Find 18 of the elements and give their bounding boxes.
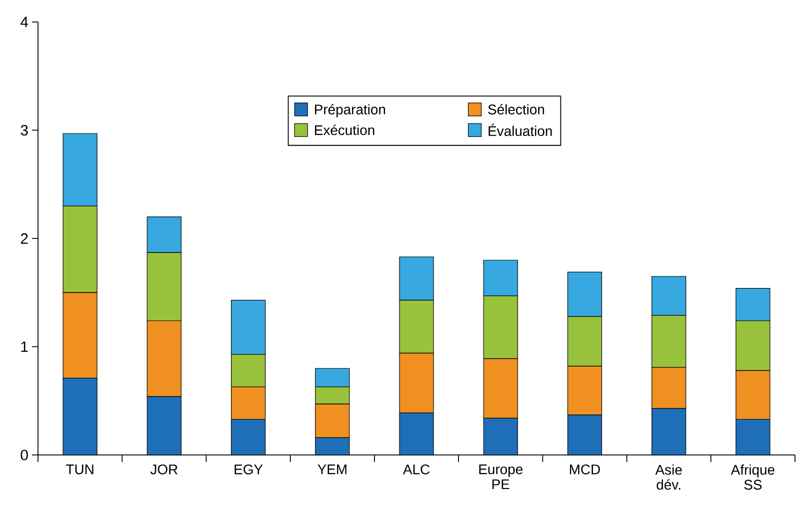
legend-label: Évaluation xyxy=(488,124,552,136)
x-tick-label: MCD xyxy=(570,464,600,474)
x-tick-label: YEM xyxy=(318,464,346,474)
y-tick-label: 4 xyxy=(20,16,28,28)
legend-label: Exécution xyxy=(315,124,374,136)
y-tick-label: 1 xyxy=(21,342,28,352)
x-tick-label: TUN xyxy=(66,464,94,474)
y-tick-label: 3 xyxy=(20,124,28,136)
legend-label: Sélection xyxy=(488,104,544,114)
x-tick-label: ALC xyxy=(402,464,430,474)
x-tick-label: Afrique SS xyxy=(730,464,774,490)
x-tick-label: Asie dév. xyxy=(655,464,682,490)
y-tick-label: 0 xyxy=(20,450,28,460)
y-tick-label: 2 xyxy=(20,233,28,244)
x-tick-label: JOR xyxy=(150,464,178,474)
x-tick-label: Europe PE xyxy=(479,464,522,490)
legend-label: Préparation xyxy=(315,104,386,118)
x-tick-label: EGY xyxy=(234,464,263,474)
